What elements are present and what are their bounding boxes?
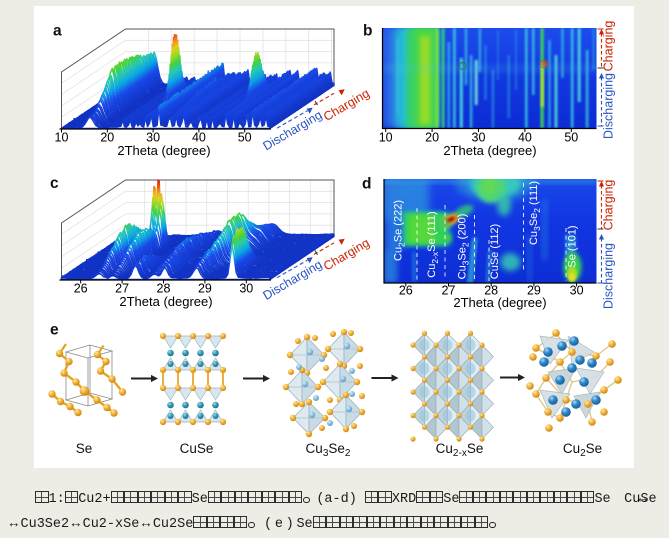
svg-text:2Theta (degree): 2Theta (degree) <box>117 143 210 158</box>
svg-text:Cu3Se2 (111): Cu3Se2 (111) <box>528 181 542 245</box>
svg-text:Se: Se <box>76 441 93 456</box>
svg-text:Cu3Se2 (200): Cu3Se2 (200) <box>456 214 470 280</box>
svg-text:40: 40 <box>518 131 532 145</box>
svg-text:Charging: Charging <box>321 86 372 124</box>
svg-text:a: a <box>53 23 62 40</box>
svg-text:20: 20 <box>100 131 114 145</box>
svg-text:28: 28 <box>157 282 171 296</box>
svg-text:27: 27 <box>115 282 129 296</box>
svg-text:Cu2Se (222): Cu2Se (222) <box>393 200 407 261</box>
svg-text:2Theta (degree): 2Theta (degree) <box>453 295 546 310</box>
svg-text:29: 29 <box>527 284 541 298</box>
svg-text:30: 30 <box>472 131 486 145</box>
svg-text:CuSe: CuSe <box>180 441 214 456</box>
svg-text:Discharging: Discharging <box>602 243 616 309</box>
svg-text:40: 40 <box>192 131 206 145</box>
svg-text:e: e <box>50 322 59 339</box>
svg-text:10: 10 <box>55 131 69 145</box>
svg-text:10: 10 <box>379 131 393 145</box>
svg-text:20: 20 <box>425 131 439 145</box>
svg-text:Cu2-xSe (111): Cu2-xSe (111) <box>426 211 440 277</box>
svg-text:Discharging: Discharging <box>602 73 616 139</box>
svg-text:26: 26 <box>399 284 413 298</box>
svg-text:26: 26 <box>74 282 88 296</box>
svg-text:Charging: Charging <box>321 236 372 274</box>
svg-text:30: 30 <box>239 282 253 296</box>
svg-text:Charging: Charging <box>602 21 616 72</box>
svg-text:Cu2-xSe: Cu2-xSe <box>436 441 484 459</box>
svg-text:c: c <box>50 175 59 192</box>
svg-text:29: 29 <box>198 282 212 296</box>
svg-text:30: 30 <box>570 284 584 298</box>
svg-text:2Theta (degree): 2Theta (degree) <box>443 143 536 158</box>
svg-text:Cu3Se2: Cu3Se2 <box>306 441 351 459</box>
svg-text:50: 50 <box>238 131 252 145</box>
svg-text:50: 50 <box>564 131 578 145</box>
svg-text:27: 27 <box>442 284 456 298</box>
svg-text:Cu2Se: Cu2Se <box>563 441 602 459</box>
svg-text:b: b <box>363 23 372 40</box>
svg-text:30: 30 <box>146 131 160 145</box>
svg-text:28: 28 <box>484 284 498 298</box>
svg-text:Se (101): Se (101) <box>567 225 579 267</box>
svg-text:d: d <box>362 176 371 193</box>
svg-text:Charging: Charging <box>602 180 616 231</box>
svg-text:CuSe (112): CuSe (112) <box>489 224 501 279</box>
svg-text:2Theta (degree): 2Theta (degree) <box>119 294 212 309</box>
